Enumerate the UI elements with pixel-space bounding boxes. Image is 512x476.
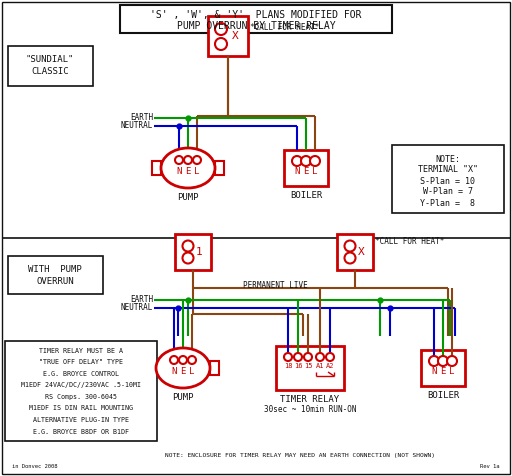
Text: N: N	[294, 167, 300, 176]
Text: 'S' , 'W', & 'Y'  PLANS MODIFIED FOR: 'S' , 'W', & 'Y' PLANS MODIFIED FOR	[150, 10, 362, 20]
Circle shape	[294, 353, 302, 361]
Bar	[392, 145, 504, 213]
Bar	[276, 346, 344, 390]
Text: E.G. BROYCE B8DF OR B1DF: E.G. BROYCE B8DF OR B1DF	[33, 428, 129, 435]
Bar	[120, 5, 392, 33]
Circle shape	[193, 156, 201, 164]
Text: in Donvec 2008: in Donvec 2008	[12, 464, 57, 468]
Text: EARTH: EARTH	[130, 113, 153, 122]
Text: E: E	[185, 167, 190, 176]
Text: E: E	[180, 367, 186, 376]
Text: E.G. BROYCE CONTROL: E.G. BROYCE CONTROL	[43, 371, 119, 377]
Bar	[421, 350, 465, 386]
Text: *CALL FOR HEAT*: *CALL FOR HEAT*	[250, 23, 319, 32]
Circle shape	[345, 252, 355, 264]
Circle shape	[438, 356, 448, 366]
Bar	[210, 361, 219, 375]
Text: S-Plan = 10: S-Plan = 10	[420, 177, 476, 186]
Circle shape	[184, 156, 192, 164]
Circle shape	[292, 156, 302, 166]
Text: TERMINAL "X": TERMINAL "X"	[418, 166, 478, 175]
Circle shape	[301, 156, 311, 166]
Bar	[215, 161, 224, 175]
Text: BOILER: BOILER	[427, 390, 459, 399]
Text: "SUNDIAL": "SUNDIAL"	[26, 56, 74, 65]
Circle shape	[429, 356, 439, 366]
Text: Rev 1a: Rev 1a	[480, 464, 500, 468]
Text: E: E	[303, 167, 309, 176]
Text: TIMER RELAY MUST BE A: TIMER RELAY MUST BE A	[39, 348, 123, 354]
Circle shape	[182, 252, 194, 264]
Text: X: X	[231, 31, 239, 41]
Text: 18: 18	[284, 363, 292, 369]
Text: BOILER: BOILER	[290, 190, 322, 199]
Text: PUMP OVERRUN BY TIMER RELAY: PUMP OVERRUN BY TIMER RELAY	[177, 21, 335, 31]
Circle shape	[182, 240, 194, 251]
Text: 15: 15	[304, 363, 312, 369]
Text: NOTE: ENCLOSURE FOR TIMER RELAY MAY NEED AN EARTH CONNECTION (NOT SHOWN): NOTE: ENCLOSURE FOR TIMER RELAY MAY NEED…	[165, 454, 435, 458]
Circle shape	[284, 353, 292, 361]
Text: NEUTRAL: NEUTRAL	[121, 121, 153, 130]
Text: OVERRUN: OVERRUN	[36, 277, 74, 286]
Text: CLASSIC: CLASSIC	[31, 68, 69, 77]
Text: L: L	[312, 167, 317, 176]
Text: PERMANENT LIVE: PERMANENT LIVE	[243, 280, 307, 289]
Text: "TRUE OFF DELAY" TYPE: "TRUE OFF DELAY" TYPE	[39, 359, 123, 366]
Text: M1EDF 24VAC/DC//230VAC .5-10MI: M1EDF 24VAC/DC//230VAC .5-10MI	[21, 383, 141, 388]
Text: 1: 1	[196, 247, 202, 257]
Circle shape	[215, 23, 227, 35]
Text: L: L	[189, 367, 195, 376]
Text: 16: 16	[294, 363, 302, 369]
Text: L: L	[450, 367, 455, 376]
Text: PUMP: PUMP	[172, 393, 194, 401]
Text: TIMER RELAY: TIMER RELAY	[281, 396, 339, 405]
Text: A2: A2	[326, 363, 334, 369]
Circle shape	[215, 38, 227, 50]
Text: *CALL FOR HEAT*: *CALL FOR HEAT*	[375, 238, 444, 247]
Circle shape	[304, 353, 312, 361]
Circle shape	[170, 356, 178, 364]
Ellipse shape	[156, 348, 210, 388]
Bar	[337, 234, 373, 270]
Bar	[208, 16, 248, 56]
Text: WITH  PUMP: WITH PUMP	[28, 265, 82, 274]
Text: N: N	[431, 367, 437, 376]
Circle shape	[188, 356, 196, 364]
Text: 30sec ~ 10min RUN-ON: 30sec ~ 10min RUN-ON	[264, 406, 356, 415]
Text: RS Comps. 300-6045: RS Comps. 300-6045	[45, 394, 117, 400]
Text: EARTH: EARTH	[130, 296, 153, 305]
Ellipse shape	[161, 148, 215, 188]
Text: L: L	[195, 167, 200, 176]
Circle shape	[447, 356, 457, 366]
Bar	[5, 341, 157, 441]
Text: Y-Plan =  8: Y-Plan = 8	[420, 198, 476, 208]
Text: NOTE:: NOTE:	[436, 155, 460, 163]
Bar	[284, 150, 328, 186]
Bar	[8, 46, 93, 86]
Text: M1EDF IS DIN RAIL MOUNTING: M1EDF IS DIN RAIL MOUNTING	[29, 406, 133, 411]
Text: A1: A1	[316, 363, 324, 369]
Bar	[175, 234, 211, 270]
Text: ALTERNATIVE PLUG-IN TYPE: ALTERNATIVE PLUG-IN TYPE	[33, 417, 129, 423]
Bar	[147, 361, 156, 375]
Bar	[152, 161, 161, 175]
Circle shape	[179, 356, 187, 364]
Text: W-Plan = 7: W-Plan = 7	[423, 188, 473, 197]
Bar	[8, 256, 103, 294]
Text: N: N	[176, 167, 182, 176]
Text: PUMP: PUMP	[177, 192, 199, 201]
Text: N: N	[172, 367, 177, 376]
Circle shape	[310, 156, 320, 166]
Text: NEUTRAL: NEUTRAL	[121, 304, 153, 313]
Circle shape	[345, 240, 355, 251]
Circle shape	[326, 353, 334, 361]
Text: E: E	[440, 367, 445, 376]
Text: X: X	[357, 247, 365, 257]
Circle shape	[316, 353, 324, 361]
Circle shape	[175, 156, 183, 164]
